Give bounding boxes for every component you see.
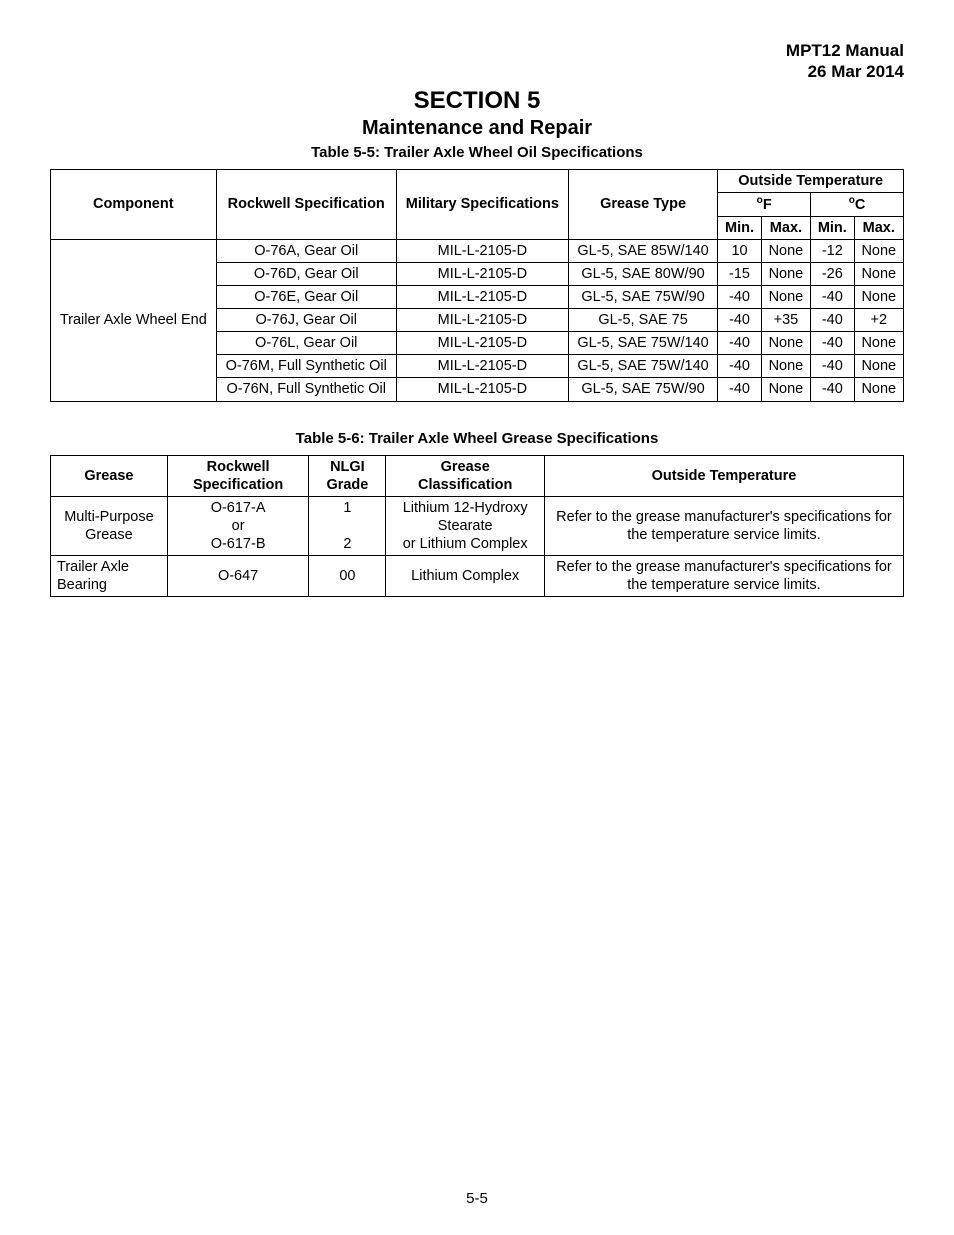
- cell-mil: MIL-L-2105-D: [396, 332, 568, 355]
- cell-rockwell: O-76N, Full Synthetic Oil: [216, 378, 396, 401]
- cell-mil: MIL-L-2105-D: [396, 285, 568, 308]
- cell-rockwell: O-76E, Gear Oil: [216, 285, 396, 308]
- cell-cmin: -40: [811, 355, 854, 378]
- cell-mil: MIL-L-2105-D: [396, 309, 568, 332]
- cell-rockwell: O-647: [167, 556, 309, 597]
- cell-grease: GL-5, SAE 85W/140: [568, 239, 717, 262]
- cell-cmin: -40: [811, 309, 854, 332]
- cell-cmin: -40: [811, 332, 854, 355]
- table-row: Grease Rockwell Specification NLGI Grade…: [51, 455, 904, 496]
- col-f-min: Min.: [718, 216, 761, 239]
- cell-mil: MIL-L-2105-D: [396, 355, 568, 378]
- cell-rockwell: O-76A, Gear Oil: [216, 239, 396, 262]
- cell-cmin: -40: [811, 285, 854, 308]
- col-military: Military Specifications: [396, 169, 568, 239]
- section-label: SECTION 5: [50, 87, 904, 115]
- cell-fmax: None: [761, 262, 810, 285]
- col-grease-type: Grease Type: [568, 169, 717, 239]
- cell-fmin: -40: [718, 285, 761, 308]
- table-row: Trailer Axle Wheel End O-76A, Gear Oil M…: [51, 239, 904, 262]
- col-f-max: Max.: [761, 216, 810, 239]
- cell-rockwell: O-76D, Gear Oil: [216, 262, 396, 285]
- cell-grease: GL-5, SAE 75: [568, 309, 717, 332]
- cell-nlgi: 1 2: [309, 496, 386, 555]
- cell-mil: MIL-L-2105-D: [396, 262, 568, 285]
- cell-cmax: None: [854, 262, 903, 285]
- cell-cmax: None: [854, 355, 903, 378]
- cell-rockwell: O-76M, Full Synthetic Oil: [216, 355, 396, 378]
- col-c-max: Max.: [854, 216, 903, 239]
- cell-grease: GL-5, SAE 75W/90: [568, 378, 717, 401]
- cell-grease: GL-5, SAE 75W/140: [568, 355, 717, 378]
- cell-fmax: +35: [761, 309, 810, 332]
- cell-cmax: None: [854, 332, 903, 355]
- cell-fmin: 10: [718, 239, 761, 262]
- page-number: 5-5: [0, 1190, 954, 1207]
- table-row: Component Rockwell Specification Militar…: [51, 169, 904, 192]
- cell-mil: MIL-L-2105-D: [396, 378, 568, 401]
- manual-date: 26 Mar 2014: [50, 61, 904, 82]
- col-rockwell: Rockwell Specification: [216, 169, 396, 239]
- cell-component: Trailer Axle Wheel End: [51, 239, 217, 401]
- cell-cmin: -40: [811, 378, 854, 401]
- col-grease: Grease: [51, 455, 168, 496]
- cell-fmax: None: [761, 285, 810, 308]
- cell-classification: Lithium Complex: [386, 556, 545, 597]
- col-outside-temp: Outside Temperature: [544, 455, 903, 496]
- table-5-5-caption: Table 5-5: Trailer Axle Wheel Oil Specif…: [50, 144, 904, 161]
- cell-fmax: None: [761, 332, 810, 355]
- cell-grease: GL-5, SAE 75W/90: [568, 285, 717, 308]
- table-row: Multi-Purpose Grease O-617-A or O-617-B …: [51, 496, 904, 555]
- col-component: Component: [51, 169, 217, 239]
- cell-rockwell: O-76J, Gear Oil: [216, 309, 396, 332]
- col-c-min: Min.: [811, 216, 854, 239]
- cell-fmin: -40: [718, 378, 761, 401]
- table-5-6-caption: Table 5-6: Trailer Axle Wheel Grease Spe…: [50, 430, 904, 447]
- cell-cmax: +2: [854, 309, 903, 332]
- cell-nlgi: 00: [309, 556, 386, 597]
- cell-fmin: -40: [718, 355, 761, 378]
- cell-cmax: None: [854, 285, 903, 308]
- table-row: Trailer Axle Bearing O-647 00 Lithium Co…: [51, 556, 904, 597]
- col-rockwell: Rockwell Specification: [167, 455, 309, 496]
- cell-fmax: None: [761, 355, 810, 378]
- table-5-6: Grease Rockwell Specification NLGI Grade…: [50, 455, 904, 598]
- cell-rockwell: O-617-A or O-617-B: [167, 496, 309, 555]
- cell-temp: Refer to the grease manufacturer's speci…: [544, 496, 903, 555]
- cell-fmax: None: [761, 239, 810, 262]
- cell-temp: Refer to the grease manufacturer's speci…: [544, 556, 903, 597]
- cell-grease: Trailer Axle Bearing: [51, 556, 168, 597]
- cell-fmin: -40: [718, 332, 761, 355]
- cell-rockwell: O-76L, Gear Oil: [216, 332, 396, 355]
- cell-fmax: None: [761, 378, 810, 401]
- col-f: oF: [718, 192, 811, 216]
- header: MPT12 Manual 26 Mar 2014: [50, 40, 904, 83]
- cell-cmax: None: [854, 378, 903, 401]
- section-title: Maintenance and Repair: [50, 117, 904, 140]
- col-classification: Grease Classification: [386, 455, 545, 496]
- cell-cmin: -12: [811, 239, 854, 262]
- col-c: oC: [811, 192, 904, 216]
- cell-grease: Multi-Purpose Grease: [51, 496, 168, 555]
- manual-title: MPT12 Manual: [50, 40, 904, 61]
- cell-mil: MIL-L-2105-D: [396, 239, 568, 262]
- cell-grease: GL-5, SAE 75W/140: [568, 332, 717, 355]
- cell-classification: Lithium 12-Hydroxy Stearate or Lithium C…: [386, 496, 545, 555]
- cell-fmin: -40: [718, 309, 761, 332]
- col-nlgi: NLGI Grade: [309, 455, 386, 496]
- cell-cmin: -26: [811, 262, 854, 285]
- cell-grease: GL-5, SAE 80W/90: [568, 262, 717, 285]
- cell-fmin: -15: [718, 262, 761, 285]
- table-5-5: Component Rockwell Specification Militar…: [50, 169, 904, 402]
- cell-cmax: None: [854, 239, 903, 262]
- col-outside-temp: Outside Temperature: [718, 169, 904, 192]
